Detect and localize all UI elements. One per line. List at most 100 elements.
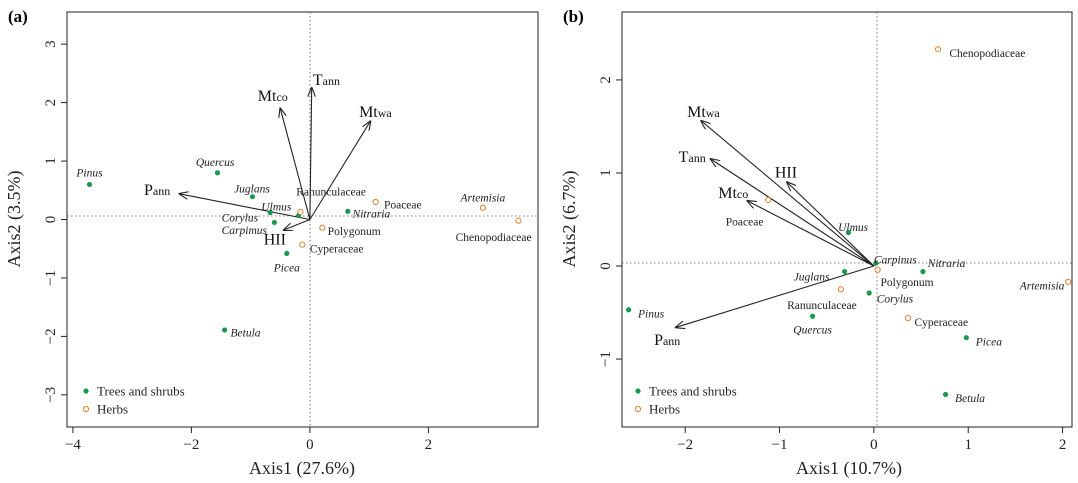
point-marker-herb	[479, 204, 487, 211]
point-label: Cyperaceae	[310, 244, 364, 256]
vector-label: Pann	[654, 332, 680, 349]
x-tick-label: −2	[183, 437, 199, 453]
vector-label: Tann	[679, 149, 706, 166]
point-label: Carpinus	[874, 255, 917, 267]
point-marker-herb	[515, 217, 522, 224]
data-points: Chenopodiaceae Ulmus Poaceae Carpinus Nitrar…	[626, 46, 1072, 405]
x-tick-label: −4	[65, 437, 81, 453]
y-tick-label: 2	[43, 99, 59, 107]
point-label: Betula	[955, 393, 985, 405]
panel-label: (b)	[563, 7, 584, 26]
point-label: Poaceae	[384, 199, 422, 211]
legend: Trees and shrubs Herbs	[82, 384, 185, 417]
vector-arrow	[676, 265, 875, 327]
panel-a: −4 −2 0 2 3 2 1 0 −1 −2 −3 Tann Mtco Mtwa Pann HII Pin…	[4, 7, 539, 479]
point-marker-tree	[345, 208, 351, 214]
legend-label-trees: Trees and shrubs	[97, 384, 185, 399]
point-label: Quercus	[196, 157, 235, 169]
point-label: Artemisia	[1019, 281, 1065, 293]
point-marker-tree	[842, 269, 848, 275]
point-marker-tree	[284, 250, 290, 257]
legend-label-herbs: Herbs	[97, 402, 128, 417]
point-label: Picea	[975, 336, 1002, 348]
x-tick-label: 2	[1059, 437, 1067, 453]
vector-label: Mtwa	[687, 104, 720, 121]
point-marker-tree	[221, 327, 228, 333]
point-label: Picea	[273, 262, 300, 274]
point-marker-tree	[920, 269, 926, 275]
point-marker-herb	[934, 46, 942, 53]
point-label: Nitraria	[352, 209, 391, 221]
panel-b: −2 −1 0 1 2 2 1 0 −1 Mtwa Tann HII Mtco Pann Chenopo…	[559, 7, 1073, 479]
y-axis-title: Axis2 (3.5%)	[4, 171, 25, 268]
vector-arrow	[701, 121, 875, 267]
vector-arrow	[787, 182, 875, 267]
point-marker-tree	[866, 290, 872, 296]
panel-label: (a)	[8, 7, 28, 26]
x-tick-label: −1	[772, 437, 788, 453]
point-marker-tree	[809, 313, 816, 319]
point-marker-tree	[86, 181, 93, 188]
y-tick-label: −3	[43, 387, 59, 403]
point-marker-herb	[372, 198, 379, 206]
x-tick-label: 1	[964, 437, 972, 453]
point-marker-herb	[765, 196, 772, 204]
vector-arrow	[747, 201, 875, 267]
point-label: Juglans	[794, 271, 830, 283]
point-label: Corylus	[877, 294, 914, 306]
x-tick-label: 2	[425, 437, 433, 453]
point-marker-tree	[214, 170, 221, 176]
point-marker-herb	[319, 224, 326, 231]
legend-marker-trees	[83, 388, 89, 394]
point-marker-herb	[874, 266, 881, 273]
vector-label: Mtco	[258, 88, 288, 105]
point-label: Polygonum	[328, 226, 381, 238]
legend-marker-herbs	[82, 405, 90, 413]
vector-arrow	[711, 159, 875, 267]
point-label: Cyperaceae	[914, 317, 968, 329]
point-marker-tree	[845, 229, 852, 236]
vector-label: HII	[775, 165, 797, 182]
point-label: Pinus	[75, 168, 103, 180]
y-axis-title: Axis2 (6.7%)	[559, 171, 580, 268]
y-tick-label: 2	[598, 76, 614, 84]
point-label: Juglans	[234, 184, 270, 196]
vector-arrow	[180, 194, 311, 221]
vector-label: Pann	[144, 182, 170, 199]
point-label: Artemisia	[460, 192, 506, 204]
point-marker-tree	[267, 209, 273, 216]
point-marker-herb	[904, 315, 911, 322]
point-marker-herb	[837, 286, 844, 293]
x-axis-title: Axis1 (27.6%)	[249, 458, 355, 479]
point-label: Carpimus	[222, 225, 268, 237]
point-marker-tree	[249, 194, 256, 200]
point-label: Corylus	[222, 213, 259, 225]
x-tick-label: 0	[306, 437, 314, 453]
legend: Trees and shrubs Herbs	[634, 384, 737, 417]
vector-arrow	[310, 88, 312, 220]
y-tick-label: −1	[43, 270, 59, 286]
point-label: Ulmus	[261, 202, 292, 214]
point-label: Chenopodiaceae	[456, 232, 532, 244]
y-tick-label: −2	[43, 328, 59, 344]
x-tick-label: 0	[870, 437, 878, 453]
point-label: Poaceae	[726, 216, 764, 228]
y-tick-label: 0	[43, 216, 59, 224]
point-label: Nitraria	[927, 258, 966, 270]
vector-label: Mtco	[718, 185, 748, 202]
y-tick-label: 1	[43, 157, 59, 165]
plot-frame	[621, 11, 1073, 428]
legend-marker-herbs	[634, 405, 642, 413]
point-marker-herb	[297, 208, 304, 216]
vector-arrow	[309, 121, 370, 220]
variable-vectors: Mtwa Tann HII Mtco Pann	[654, 104, 875, 349]
point-marker-herb	[1065, 278, 1072, 285]
axis-ticks: −4 −2 0 2 3 2 1 0 −1 −2 −3	[43, 40, 432, 453]
point-marker-tree	[626, 307, 632, 313]
point-label: Ranunculaceae	[787, 300, 857, 312]
vector-arrow	[284, 218, 311, 231]
x-axis-title: Axis1 (10.7%)	[796, 458, 902, 479]
vector-arrow	[280, 108, 311, 220]
vector-label: Tann	[313, 72, 340, 89]
